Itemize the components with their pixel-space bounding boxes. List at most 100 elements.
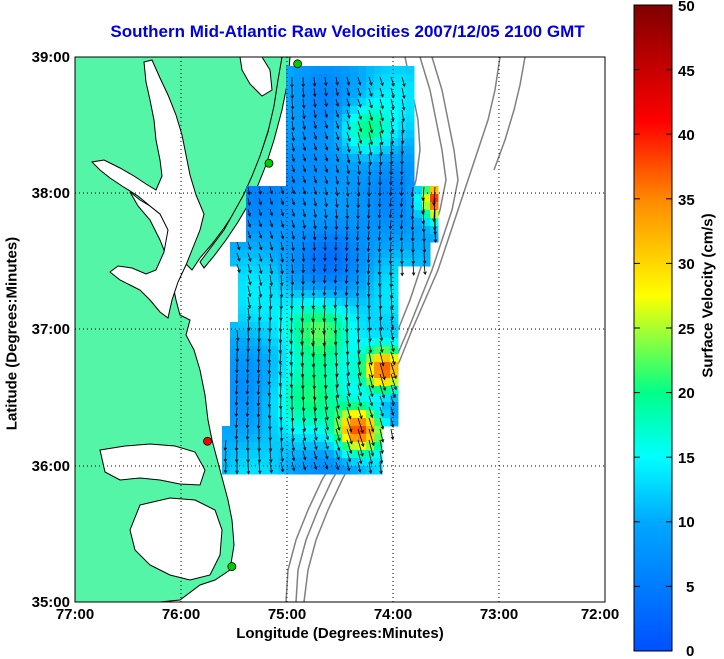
velocity-cell xyxy=(390,186,399,195)
velocity-arrow xyxy=(355,230,360,241)
velocity-cell xyxy=(326,66,335,75)
velocity-cell xyxy=(342,242,351,251)
velocity-arrow xyxy=(313,175,318,184)
velocity-cell xyxy=(310,114,319,123)
velocity-arrow xyxy=(334,219,339,231)
colorbar-tick-label: 20 xyxy=(678,385,695,402)
velocity-cell xyxy=(342,426,351,435)
velocity-cell xyxy=(342,322,351,331)
velocity-cell xyxy=(222,450,231,459)
velocity-cell xyxy=(238,322,247,331)
velocity-cell xyxy=(286,170,295,179)
velocity-arrow xyxy=(323,252,327,262)
velocity-cell xyxy=(334,82,343,91)
velocity-cell xyxy=(286,114,295,123)
velocity-arrow xyxy=(411,241,415,254)
velocity-arrow xyxy=(390,87,395,99)
colorbar-tick-label: 30 xyxy=(678,256,695,273)
velocity-cell xyxy=(374,138,383,147)
velocity-cell xyxy=(254,282,263,291)
velocity-cell xyxy=(342,82,351,91)
velocity-arrow xyxy=(247,252,252,262)
velocity-cell xyxy=(366,266,375,275)
velocity-cell xyxy=(222,434,231,443)
y-tick-label: 35:00 xyxy=(32,594,70,611)
velocity-arrow xyxy=(367,175,372,187)
velocity-arrow xyxy=(368,329,372,343)
velocity-arrow xyxy=(368,153,372,166)
velocity-arrow xyxy=(235,351,239,363)
velocity-cell xyxy=(294,138,303,147)
velocity-arrow xyxy=(410,197,415,210)
velocity-cell xyxy=(230,434,239,443)
velocity-cell xyxy=(310,298,319,307)
velocity-cell xyxy=(382,402,391,411)
velocity-cell xyxy=(334,154,343,163)
velocity-cell xyxy=(286,330,295,339)
velocity-cell xyxy=(262,282,271,291)
velocity-arrow xyxy=(355,241,360,252)
velocity-cell xyxy=(414,210,423,219)
velocity-arrow xyxy=(324,428,329,441)
velocity-cell xyxy=(422,194,431,203)
velocity-cell xyxy=(270,202,279,211)
velocity-cell xyxy=(302,466,311,475)
velocity-arrow xyxy=(269,219,274,228)
velocity-cell xyxy=(334,282,343,291)
velocity-arrow xyxy=(324,208,328,219)
velocity-cell xyxy=(262,410,271,419)
velocity-cell xyxy=(286,138,295,147)
velocity-arrow xyxy=(377,252,382,265)
velocity-cell xyxy=(390,122,399,131)
velocity-cell xyxy=(238,290,247,299)
velocity-cell xyxy=(334,426,343,435)
velocity-arrow xyxy=(313,406,318,422)
velocity-arrow xyxy=(355,263,360,274)
velocity-cell xyxy=(342,210,351,219)
velocity-arrow xyxy=(324,109,328,118)
velocity-arrow xyxy=(335,461,340,471)
velocity-cell xyxy=(398,218,407,227)
velocity-cell xyxy=(294,194,303,203)
velocity-cell xyxy=(238,418,247,427)
velocity-cell xyxy=(294,282,303,291)
velocity-cell xyxy=(342,378,351,387)
velocity-cell xyxy=(358,130,367,139)
velocity-cell xyxy=(350,282,359,291)
velocity-cell xyxy=(422,202,431,211)
velocity-cell xyxy=(294,458,303,467)
velocity-arrow xyxy=(322,274,327,284)
velocity-cell xyxy=(334,122,343,131)
velocity-arrow xyxy=(278,362,282,376)
velocity-arrow xyxy=(280,461,285,473)
velocity-cell xyxy=(254,426,263,435)
velocity-arrow xyxy=(400,131,405,145)
velocity-cell xyxy=(358,210,367,219)
velocity-cell xyxy=(254,250,263,259)
velocity-cell xyxy=(374,146,383,155)
velocity-arrow xyxy=(379,373,387,392)
velocity-arrow xyxy=(301,252,306,263)
velocity-arrow xyxy=(324,461,329,470)
velocity-arrow xyxy=(302,439,307,451)
velocity-cell xyxy=(350,178,359,187)
velocity-arrow xyxy=(346,362,351,377)
velocity-cell xyxy=(390,410,399,419)
velocity-arrow xyxy=(366,241,371,253)
velocity-cell xyxy=(262,434,271,443)
velocity-arrow xyxy=(322,263,327,273)
velocity-arrow xyxy=(346,120,351,131)
velocity-cell xyxy=(350,378,359,387)
colorbar xyxy=(633,4,673,652)
velocity-cell xyxy=(350,426,359,435)
velocity-cell xyxy=(318,370,327,379)
velocity-cell xyxy=(358,370,367,379)
velocity-cell xyxy=(334,434,343,443)
velocity-cell xyxy=(270,434,279,443)
velocity-cell xyxy=(318,210,327,219)
velocity-arrow xyxy=(366,285,371,298)
velocity-arrow xyxy=(379,76,384,87)
velocity-cell xyxy=(278,338,287,347)
velocity-arrow xyxy=(346,175,350,186)
velocity-cell xyxy=(302,418,311,427)
